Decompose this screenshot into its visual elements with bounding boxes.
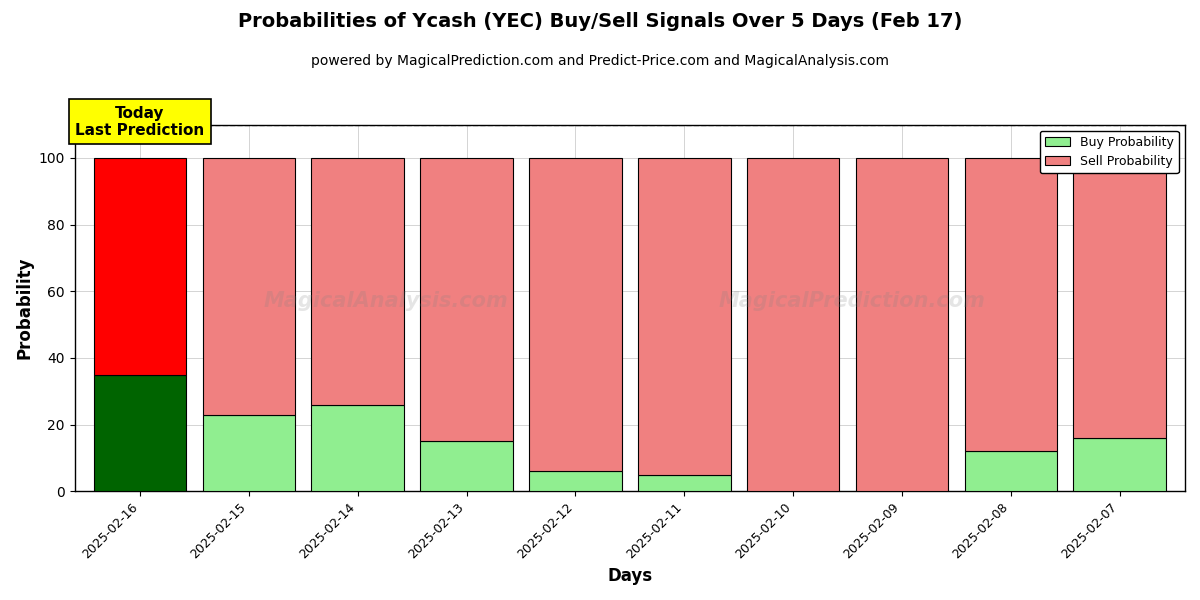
Bar	[312, 404, 404, 491]
Bar	[94, 158, 186, 374]
Bar	[529, 158, 622, 471]
Text: powered by MagicalPrediction.com and Predict-Price.com and MagicalAnalysis.com: powered by MagicalPrediction.com and Pre…	[311, 54, 889, 68]
Text: MagicalAnalysis.com: MagicalAnalysis.com	[263, 290, 508, 311]
Bar	[420, 158, 512, 441]
Bar	[203, 415, 295, 491]
Bar	[638, 158, 731, 475]
Bar	[638, 475, 731, 491]
Bar	[856, 158, 948, 491]
Bar	[312, 158, 404, 404]
Bar	[94, 374, 186, 491]
X-axis label: Days: Days	[607, 567, 653, 585]
Bar	[529, 471, 622, 491]
Text: Probabilities of Ycash (YEC) Buy/Sell Signals Over 5 Days (Feb 17): Probabilities of Ycash (YEC) Buy/Sell Si…	[238, 12, 962, 31]
Bar	[420, 441, 512, 491]
Bar	[1074, 438, 1166, 491]
Bar	[1074, 158, 1166, 438]
Text: Today
Last Prediction: Today Last Prediction	[76, 106, 204, 138]
Bar	[746, 158, 839, 491]
Y-axis label: Probability: Probability	[16, 257, 34, 359]
Bar	[965, 158, 1057, 451]
Legend: Buy Probability, Sell Probability: Buy Probability, Sell Probability	[1040, 131, 1178, 173]
Text: MagicalPrediction.com: MagicalPrediction.com	[719, 290, 985, 311]
Bar	[965, 451, 1057, 491]
Bar	[203, 158, 295, 415]
